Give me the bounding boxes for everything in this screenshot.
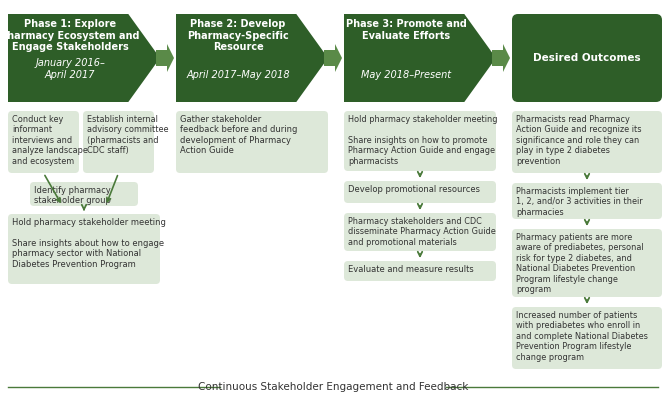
FancyBboxPatch shape	[344, 213, 496, 251]
Text: Continuous Stakeholder Engagement and Feedback: Continuous Stakeholder Engagement and Fe…	[198, 382, 468, 392]
Text: April 2017–May 2018: April 2017–May 2018	[186, 70, 290, 80]
Text: Pharmacy patients are more
aware of prediabetes, personal
risk for type 2 diabet: Pharmacy patients are more aware of pred…	[516, 233, 643, 294]
Text: Pharmacists implement tier
1, 2, and/or 3 activities in their
pharmacies: Pharmacists implement tier 1, 2, and/or …	[516, 187, 643, 217]
Text: Establish internal
advisory committee
(pharmacists and
CDC staff): Establish internal advisory committee (p…	[87, 115, 168, 155]
Text: Hold pharmacy stakeholder meeting

Share insights on how to promote
Pharmacy Act: Hold pharmacy stakeholder meeting Share …	[348, 115, 498, 166]
Text: Gather stakeholder
feedback before and during
development of Pharmacy
Action Gui: Gather stakeholder feedback before and d…	[180, 115, 298, 155]
Text: Pharmacists read Pharmacy
Action Guide and recognize its
significance and role t: Pharmacists read Pharmacy Action Guide a…	[516, 115, 641, 166]
Text: Increased number of patients
with prediabetes who enroll in
and complete Nationa: Increased number of patients with predia…	[516, 311, 648, 362]
FancyBboxPatch shape	[512, 183, 662, 219]
FancyBboxPatch shape	[8, 111, 79, 173]
Text: Phase 3: Promote and
Evaluate Efforts: Phase 3: Promote and Evaluate Efforts	[346, 19, 467, 40]
Polygon shape	[344, 14, 496, 102]
FancyBboxPatch shape	[512, 111, 662, 173]
Text: Desired Outcomes: Desired Outcomes	[533, 53, 641, 63]
Text: Pharmacy stakeholders and CDC
disseminate Pharmacy Action Guide
and promotional : Pharmacy stakeholders and CDC disseminat…	[348, 217, 496, 247]
FancyBboxPatch shape	[512, 307, 662, 369]
FancyBboxPatch shape	[344, 261, 496, 281]
Text: Phase 1: Explore
Pharmacy Ecosystem and
Engage Stakeholders: Phase 1: Explore Pharmacy Ecosystem and …	[1, 19, 140, 52]
Text: May 2018–Present: May 2018–Present	[361, 70, 452, 80]
Text: Develop promotional resources: Develop promotional resources	[348, 185, 480, 194]
Polygon shape	[324, 44, 342, 72]
FancyBboxPatch shape	[512, 14, 662, 102]
FancyBboxPatch shape	[30, 182, 138, 206]
FancyBboxPatch shape	[8, 214, 160, 284]
Polygon shape	[176, 14, 328, 102]
FancyBboxPatch shape	[83, 111, 154, 173]
FancyBboxPatch shape	[344, 111, 496, 171]
FancyBboxPatch shape	[176, 111, 328, 173]
Polygon shape	[156, 44, 174, 72]
Polygon shape	[492, 44, 510, 72]
FancyBboxPatch shape	[512, 229, 662, 297]
Text: Evaluate and measure results: Evaluate and measure results	[348, 265, 474, 274]
FancyBboxPatch shape	[344, 181, 496, 203]
Text: Conduct key
informant
interviews and
analyze landscape
and ecosystem: Conduct key informant interviews and ana…	[12, 115, 88, 166]
Text: Phase 2: Develop
Pharmacy-Specific
Resource: Phase 2: Develop Pharmacy-Specific Resou…	[187, 19, 289, 52]
Text: January 2016–
April 2017: January 2016– April 2017	[35, 58, 105, 80]
Text: Identify pharmacy
stakeholder group: Identify pharmacy stakeholder group	[34, 186, 111, 205]
Polygon shape	[8, 14, 160, 102]
Text: Hold pharmacy stakeholder meeting

Share insights about how to engage
pharmacy s: Hold pharmacy stakeholder meeting Share …	[12, 218, 166, 269]
